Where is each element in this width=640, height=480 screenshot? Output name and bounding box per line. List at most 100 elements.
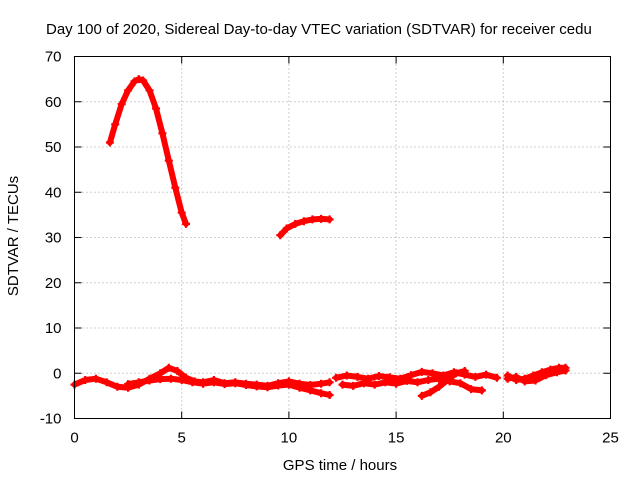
data-point: [145, 86, 154, 95]
data-point: [338, 380, 347, 389]
x-tick-label: 15: [388, 430, 405, 447]
data-point: [156, 375, 165, 384]
data-point: [317, 214, 326, 223]
x-tick-label: 25: [602, 430, 619, 447]
y-tick-label: 50: [45, 139, 62, 156]
data-point: [306, 386, 315, 395]
data-point: [242, 381, 250, 389]
data-point: [308, 215, 317, 224]
data-point: [182, 219, 190, 228]
data-point: [105, 138, 114, 147]
data-point: [325, 391, 334, 399]
data-point: [152, 104, 160, 113]
data-point: [177, 208, 186, 217]
grid: [74, 56, 611, 419]
series-arc-high: [105, 75, 190, 228]
data-point: [426, 388, 435, 397]
data-point: [299, 217, 308, 226]
data-point: [460, 367, 469, 375]
data-point: [291, 219, 300, 228]
data-point: [381, 378, 390, 387]
data-point: [111, 120, 120, 129]
data-point: [552, 368, 561, 377]
data-point: [370, 380, 379, 389]
data-point: [164, 363, 173, 372]
data-point: [276, 231, 285, 240]
data-point: [139, 76, 148, 85]
data-points: [70, 75, 570, 400]
data-point: [402, 376, 411, 385]
y-tick-label: 0: [53, 365, 61, 382]
data-point: [274, 381, 283, 390]
data-point: [443, 376, 452, 384]
series-band-g: [503, 366, 570, 386]
data-point: [158, 129, 167, 138]
data-point: [177, 376, 186, 384]
x-tick-label: 0: [70, 430, 78, 447]
series-arc-mid: [276, 214, 334, 240]
data-point: [164, 156, 173, 165]
data-point: [209, 378, 218, 387]
data-point: [531, 376, 540, 385]
y-tick-label: 30: [45, 230, 62, 247]
data-point: [282, 224, 291, 233]
data-point: [353, 372, 362, 381]
data-point: [325, 215, 334, 224]
data-point: [492, 373, 501, 382]
x-axis-label: GPS time / hours: [283, 457, 397, 474]
y-tick-label: 40: [45, 184, 62, 201]
data-point: [317, 389, 326, 398]
data-point: [117, 100, 126, 108]
data-point: [91, 374, 100, 383]
data-point: [231, 379, 240, 388]
data-point: [332, 373, 341, 382]
data-point: [435, 374, 443, 383]
data-point: [512, 372, 521, 381]
data-point: [435, 382, 443, 391]
data-point: [167, 374, 175, 383]
data-point: [81, 376, 90, 384]
data-point: [407, 371, 416, 380]
data-point: [417, 391, 426, 400]
data-point: [130, 77, 139, 86]
data-point: [220, 380, 229, 389]
data-point: [452, 369, 461, 378]
data-point: [342, 371, 351, 380]
data-point: [252, 382, 261, 391]
data-point: [325, 378, 334, 387]
data-point: [134, 75, 143, 84]
data-point: [284, 380, 293, 389]
data-point: [295, 383, 304, 392]
data-point: [102, 378, 111, 387]
series-band-b: [124, 374, 334, 399]
data-point: [349, 381, 358, 390]
data-point: [134, 378, 143, 387]
data-point: [561, 366, 570, 375]
data-point: [520, 377, 529, 386]
data-point: [171, 183, 180, 192]
data-point: [124, 380, 133, 389]
data-point: [456, 379, 465, 388]
data-point: [199, 379, 208, 388]
data-point: [413, 378, 422, 387]
data-point: [145, 376, 154, 385]
data-point: [503, 374, 512, 383]
data-point: [424, 376, 433, 384]
y-axis-label: SDTVAR / TECUs: [5, 176, 22, 296]
data-point: [317, 379, 326, 388]
data-point: [477, 386, 486, 395]
data-point: [542, 371, 551, 380]
series-trace: [333, 368, 500, 382]
x-tick-label: 5: [178, 430, 186, 447]
data-point: [467, 385, 476, 394]
y-tick-label: 60: [45, 94, 62, 111]
data-point: [113, 382, 122, 391]
y-tick-label: -10: [40, 411, 62, 428]
data-point: [482, 370, 491, 379]
axis-ticks: 0 5 10 15 20 25 -10 0 10 20 30 40 50 60 70: [40, 49, 619, 447]
data-point: [428, 369, 437, 378]
data-point: [417, 367, 426, 376]
data-point: [263, 383, 272, 392]
data-point: [188, 378, 197, 387]
